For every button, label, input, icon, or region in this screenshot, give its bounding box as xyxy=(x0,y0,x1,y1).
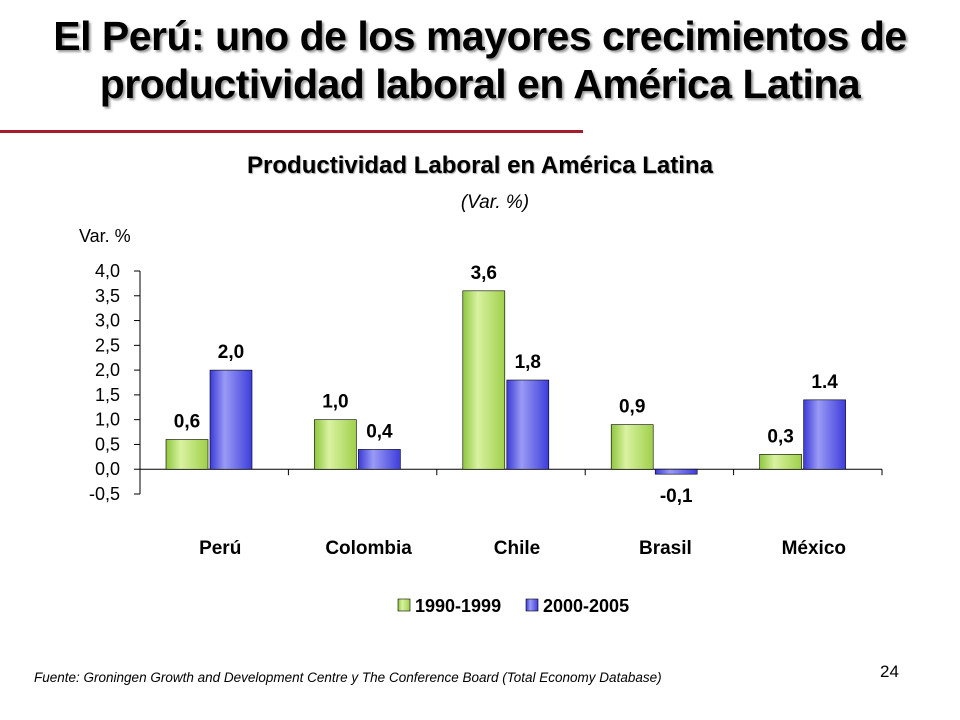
data-label: 1,8 xyxy=(515,352,541,373)
page-number: 24 xyxy=(880,662,899,681)
y-tick-label: 0,0 xyxy=(95,459,120,479)
legend-label: 2000-2005 xyxy=(543,596,629,616)
chart-title: Productividad Laboral en América Latina xyxy=(247,152,713,179)
bar-2000-2005-Chile xyxy=(506,379,550,470)
x-category-label: Chile xyxy=(494,538,540,559)
y-tick-label: 3,0 xyxy=(95,311,120,331)
bars: 0,6 1,0 3,6 0,9 0,3 2,0 0,4 1,8 -0,1 1.4 xyxy=(165,263,846,507)
y-tick-label: 0,5 xyxy=(95,434,120,454)
y-tick-label: 2,0 xyxy=(95,360,120,380)
bar-2000-2005-México xyxy=(803,399,846,470)
chart-subtitle: (Var. %) xyxy=(460,192,530,213)
x-category-label: Colombia xyxy=(325,538,412,559)
data-label: -0,1 xyxy=(660,486,693,507)
data-label: 3,6 xyxy=(471,263,497,284)
legend-swatch xyxy=(397,598,411,612)
source-note: Fuente: Groningen Growth and Development… xyxy=(34,670,662,685)
bar-1990-1999-Chile xyxy=(462,290,506,470)
y-tick-label: 1,0 xyxy=(95,410,120,430)
y-tick-label: 1,5 xyxy=(95,385,120,405)
y-tick-label: 3,5 xyxy=(95,286,120,306)
bar-2000-2005-Colombia xyxy=(358,449,401,470)
data-label: 0,3 xyxy=(767,426,793,447)
bar-1990-1999-Colombia xyxy=(314,419,357,470)
data-label: 1.4 xyxy=(811,372,838,393)
bar-2000-2005-Perú xyxy=(209,369,253,470)
y-axis-label: Var. % xyxy=(79,226,131,246)
y-tick-label: 2,5 xyxy=(95,335,120,355)
legend-swatch xyxy=(525,598,539,612)
x-category-label: México xyxy=(782,538,846,559)
bar-2000-2005-Brasil xyxy=(654,468,698,475)
slide-title: El Perú: uno de los mayores crecimientos… xyxy=(53,13,907,107)
y-tick-label: -0,5 xyxy=(89,484,120,504)
y-tick-label: 4,0 xyxy=(95,261,120,281)
data-label: 0,9 xyxy=(619,397,645,418)
data-label: 0,4 xyxy=(366,421,393,442)
data-label: 0,6 xyxy=(174,411,200,432)
x-category-label: Perú xyxy=(199,538,241,559)
data-label: 1,0 xyxy=(322,392,348,413)
legend: 1990-1999 2000-2005 xyxy=(397,596,629,616)
data-label: 2,0 xyxy=(218,342,244,363)
x-category-label: Brasil xyxy=(639,538,692,559)
bar-1990-1999-Perú xyxy=(165,439,209,470)
bar-1990-1999-Brasil xyxy=(610,424,654,470)
title-rule xyxy=(0,130,583,133)
legend-label: 1990-1999 xyxy=(415,596,501,616)
bar-1990-1999-México xyxy=(759,454,802,470)
